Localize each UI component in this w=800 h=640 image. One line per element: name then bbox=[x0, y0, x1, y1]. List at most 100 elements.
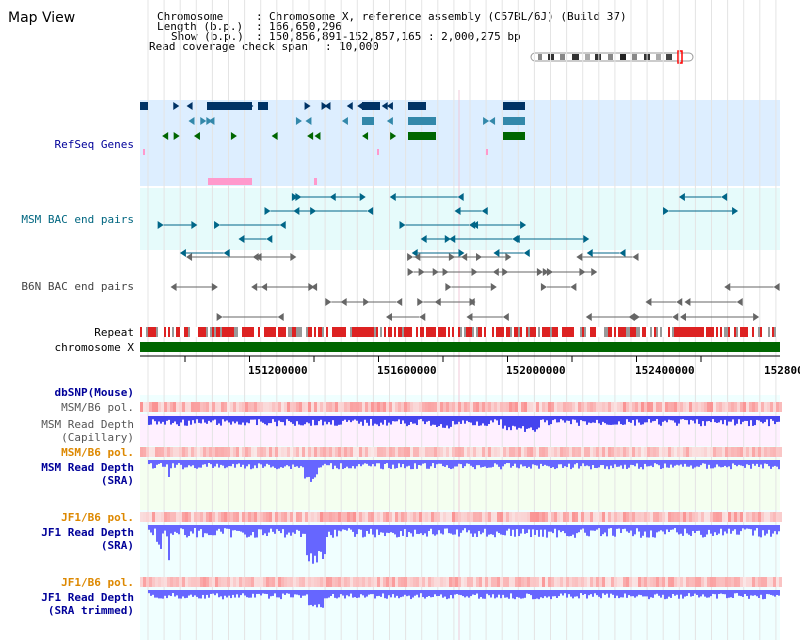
polymorphism-cell bbox=[359, 512, 362, 522]
read-depth-bar bbox=[762, 460, 764, 469]
read-depth-bar bbox=[292, 416, 294, 424]
read-depth-bar bbox=[644, 416, 646, 423]
track-label-jf1-b6-pol-2[interactable]: JF1/B6 pol. bbox=[61, 576, 134, 589]
track-label-dbsnp[interactable]: dbSNP(Mouse) bbox=[54, 386, 134, 399]
polymorphism-cell bbox=[266, 402, 269, 412]
read-depth-bar bbox=[420, 460, 422, 466]
polymorphism-cell bbox=[725, 402, 728, 412]
polymorphism-cell bbox=[449, 577, 452, 587]
read-depth-bar bbox=[720, 416, 722, 421]
polymorphism-cell bbox=[200, 447, 203, 457]
repeat-element bbox=[500, 327, 502, 337]
read-depth-bar bbox=[700, 590, 702, 597]
polymorphism-cell bbox=[269, 577, 272, 587]
bac-end-arrow bbox=[536, 268, 543, 276]
refseq-gene-arrow bbox=[386, 102, 393, 110]
read-depth-bar bbox=[654, 416, 656, 421]
read-depth-bar bbox=[250, 416, 252, 420]
polymorphism-cell bbox=[374, 577, 377, 587]
track-label-jf1-b6-pol[interactable]: JF1/B6 pol. bbox=[61, 511, 134, 524]
polymorphism-cell bbox=[365, 447, 368, 457]
repeat-element bbox=[766, 327, 768, 337]
track-label-jf1-depth-trimmed[interactable]: JF1 Read Depth bbox=[41, 591, 134, 604]
read-depth-bar bbox=[476, 590, 478, 594]
read-depth-bar bbox=[234, 590, 236, 598]
read-depth-bar bbox=[200, 590, 202, 599]
polymorphism-cell bbox=[158, 447, 161, 457]
refseq-gene-arrow bbox=[386, 117, 393, 125]
polymorphism-cell bbox=[461, 447, 464, 457]
repeat-element bbox=[198, 327, 200, 337]
polymorphism-cell bbox=[752, 577, 755, 587]
track-label-msm-bac[interactable]: MSM BAC end pairs bbox=[21, 213, 134, 226]
read-depth-bar bbox=[516, 525, 518, 530]
read-depth-bar bbox=[306, 590, 308, 595]
read-depth-bar bbox=[760, 460, 762, 465]
repeat-element bbox=[402, 327, 404, 337]
track-label-chromosome[interactable]: chromosome X bbox=[54, 341, 134, 354]
polymorphism-cell bbox=[593, 447, 596, 457]
read-depth-bar bbox=[364, 416, 366, 420]
polymorphism-cell bbox=[662, 447, 665, 457]
polymorphism-cell bbox=[653, 402, 656, 412]
read-depth-bar bbox=[434, 416, 436, 425]
read-depth-bar bbox=[266, 525, 268, 537]
repeat-element bbox=[352, 327, 354, 337]
polymorphism-cell bbox=[503, 402, 506, 412]
track-label-msm-depth-sra[interactable]: MSM Read Depth bbox=[41, 461, 134, 474]
repeat-element bbox=[290, 327, 292, 337]
read-depth-bar bbox=[702, 416, 704, 422]
track-label-msm-b6-pol-2[interactable]: MSM/B6 pol. bbox=[61, 446, 134, 459]
read-depth-bar bbox=[510, 590, 512, 594]
repeat-element bbox=[692, 327, 694, 337]
read-depth-bar bbox=[408, 525, 410, 533]
read-depth-bar bbox=[688, 416, 690, 425]
read-depth-bar bbox=[210, 460, 212, 465]
polymorphism-cell bbox=[767, 512, 770, 522]
read-depth-bar bbox=[738, 416, 740, 420]
polymorphism-cell bbox=[485, 577, 488, 587]
polymorphism-cell bbox=[356, 512, 359, 522]
polymorphism-cell bbox=[140, 402, 143, 412]
read-depth-bar bbox=[458, 590, 460, 595]
repeat-element bbox=[546, 327, 548, 337]
polymorphism-cell bbox=[575, 447, 578, 457]
polymorphism-cell bbox=[170, 402, 173, 412]
polymorphism-cell bbox=[497, 577, 500, 587]
track-label-jf1-depth-sra[interactable]: JF1 Read Depth bbox=[41, 526, 134, 539]
read-depth-bar bbox=[628, 416, 630, 422]
track-label-refseq[interactable]: RefSeq Genes bbox=[54, 138, 134, 151]
repeat-element bbox=[756, 327, 758, 337]
polymorphism-cell bbox=[686, 402, 689, 412]
polymorphism-cell bbox=[515, 512, 518, 522]
read-depth-bar bbox=[316, 416, 318, 426]
read-depth-bar bbox=[538, 460, 540, 469]
coverage-value: 10,000 bbox=[339, 40, 379, 53]
refseq-gene-arrow bbox=[271, 132, 278, 140]
polymorphism-cell bbox=[275, 402, 278, 412]
read-depth-bar bbox=[476, 525, 478, 537]
track-label-msm-b6-pol[interactable]: MSM/B6 pol. bbox=[61, 401, 134, 414]
track-label-repeat[interactable]: Repeat bbox=[94, 326, 134, 339]
read-depth-bar bbox=[524, 460, 526, 467]
track-label-b6n-bac[interactable]: B6N BAC end pairs bbox=[21, 280, 134, 293]
repeat-element bbox=[528, 327, 530, 337]
read-depth-bar bbox=[740, 590, 742, 597]
read-depth-bar bbox=[442, 460, 444, 467]
read-depth-bar bbox=[622, 460, 624, 469]
read-depth-bar bbox=[704, 460, 706, 464]
polymorphism-cell bbox=[488, 577, 491, 587]
track-label-msm-depth-capillary[interactable]: MSM Read Depth bbox=[41, 418, 134, 431]
polymorphism-cell bbox=[203, 447, 206, 457]
read-depth-bar bbox=[270, 590, 272, 597]
read-depth-bar bbox=[594, 525, 596, 531]
read-depth-bar bbox=[560, 590, 562, 594]
polymorphism-cell bbox=[329, 402, 332, 412]
polymorphism-cell bbox=[299, 577, 302, 587]
read-depth-bar bbox=[636, 416, 638, 420]
polymorphism-cell bbox=[674, 512, 677, 522]
read-depth-bar bbox=[706, 460, 708, 469]
read-depth-bar bbox=[458, 460, 460, 464]
repeat-element bbox=[516, 327, 518, 337]
